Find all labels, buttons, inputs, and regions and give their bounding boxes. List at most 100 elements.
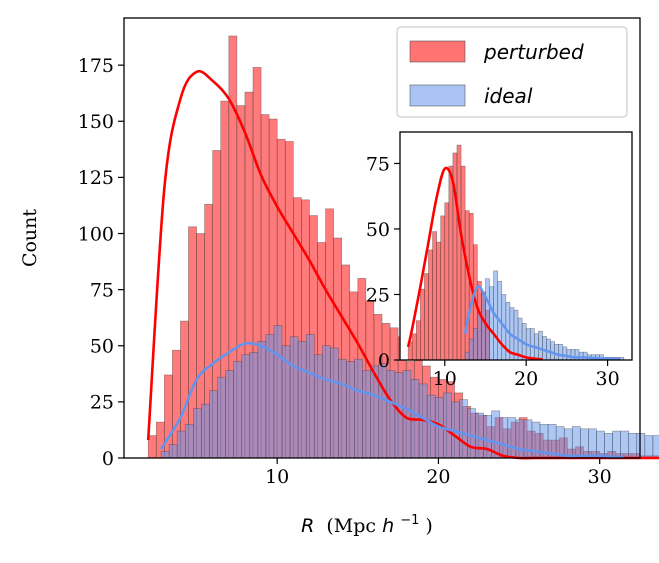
ideal-bar: [322, 345, 331, 459]
inset-y-tick-label: 50: [366, 219, 390, 241]
ideal-bar: [507, 417, 517, 459]
main-kde-ideal: [159, 341, 624, 459]
ideal-bar: [636, 433, 646, 459]
inset-perturbed-bar: [440, 215, 446, 361]
ideal-bar: [386, 370, 396, 459]
x-axis-label: R (Mpc h −1 ): [301, 507, 433, 537]
ideal-bar: [644, 435, 654, 459]
ideal-bar: [225, 370, 234, 459]
inset-ideal-bar: [562, 346, 568, 361]
main-y-tick-label: 0: [102, 448, 114, 470]
inset-axes: 10 20 30 0 25 50 75: [366, 131, 633, 390]
main-y-tick-label: 25: [90, 392, 114, 414]
main-y-tick-label: 125: [78, 167, 114, 189]
main-x-tick-label: 30: [588, 466, 612, 488]
y-axis-label: Count: [19, 209, 41, 267]
main-frame: [123, 17, 641, 459]
inset-ideal-bar: [546, 338, 551, 361]
ideal-bar: [217, 376, 226, 459]
inset-ideal-bar: [468, 338, 474, 361]
ideal-bar: [201, 403, 210, 459]
legend-label-ideal: ideal: [484, 84, 533, 108]
inset-ideal-bar: [481, 294, 486, 361]
ideal-bar: [402, 370, 412, 459]
inset-perturbed-bar: [415, 320, 421, 361]
ideal-bar: [160, 450, 170, 459]
ideal-bar: [515, 419, 525, 459]
inset-ideal-bar: [464, 351, 470, 361]
ideal-bar: [588, 428, 597, 459]
legend-swatch-perturbed: [409, 40, 466, 63]
main-y-tick-label: 75: [90, 279, 114, 301]
ideal-bar: [612, 430, 621, 459]
ideal-bar: [442, 392, 452, 459]
x-axis-label-exponent: −1: [400, 513, 419, 528]
inset-perturbed-bar: [411, 333, 417, 361]
x-axis-label-close: ): [425, 515, 432, 537]
legend: perturbed ideal: [396, 26, 628, 118]
ideal-bar: [193, 408, 202, 459]
inset-x-ticks: 10 20 30: [433, 360, 620, 390]
inset-ideal-bar: [566, 349, 572, 361]
inset-ideal-bar: [558, 343, 564, 361]
main-y-tick-label: 150: [78, 111, 114, 133]
ideal-bar: [378, 363, 388, 459]
ideal-bar: [354, 358, 363, 459]
x-axis-label-unit: (Mpc: [326, 515, 382, 537]
ideal-bar: [580, 428, 589, 459]
ideal-bar: [499, 417, 509, 459]
ideal-bar: [184, 424, 194, 459]
ideal-bar: [233, 361, 243, 459]
inset-ideal-bar: [542, 336, 547, 361]
inset-ideal-bar: [485, 278, 490, 361]
inset-y-ticks: 0 25 50 75: [366, 153, 400, 372]
inset-perturbed-bar: [448, 165, 454, 361]
inset-ideal-bar: [472, 328, 478, 361]
inset-perturbed-bar: [420, 288, 425, 361]
x-axis-label-h: h: [382, 515, 394, 537]
ideal-bar: [475, 412, 484, 459]
inset-perturbed-bar: [428, 249, 433, 361]
inset-ideal-bar: [477, 312, 482, 361]
inset-perturbed-bar: [436, 241, 442, 361]
main-y-tick-label: 50: [90, 336, 114, 358]
ideal-bar: [604, 433, 613, 459]
main-x-tick-label: 20: [426, 466, 450, 488]
ideal-bar: [297, 340, 307, 459]
ideal-bar: [209, 390, 218, 459]
inset-y-tick-label: 0: [378, 350, 390, 372]
inset-kde-ideal: [463, 284, 620, 361]
ideal-bar: [313, 354, 323, 459]
main-y-ticks: 0 25 50 75 100 125 150 175: [78, 55, 124, 470]
inset-perturbed-bar: [444, 202, 450, 361]
ideal-bar: [426, 394, 436, 459]
main-hist-ideal: [160, 325, 659, 459]
ideal-bar: [346, 361, 355, 459]
ideal-bar: [273, 325, 283, 459]
ideal-bar: [523, 419, 533, 459]
inset-x-tick-label: 30: [595, 368, 619, 390]
ideal-bar: [249, 352, 259, 459]
main-x-tick-label: 10: [265, 466, 289, 488]
inset-ideal-bar: [529, 328, 535, 361]
inset-x-tick-label: 20: [514, 368, 538, 390]
inset-y-tick-label: 75: [366, 153, 390, 175]
ideal-bar: [620, 430, 630, 459]
ideal-bar: [563, 428, 573, 459]
inset-ideal-bar: [554, 343, 560, 361]
inset-perturbed-bar: [456, 144, 462, 361]
ideal-bar: [362, 370, 372, 459]
ideal-bar: [289, 336, 299, 459]
inset-frame: [399, 131, 633, 361]
legend-label-perturbed: perturbed: [483, 40, 584, 64]
ideal-bar: [330, 347, 339, 459]
main-x-ticks: 10 20 30: [265, 458, 612, 488]
inset-y-tick-label: 25: [366, 284, 390, 306]
inset-perturbed-bar: [464, 210, 470, 361]
ideal-bar: [176, 430, 186, 459]
inset-perturbed-bar: [432, 231, 437, 361]
ideal-bar: [467, 408, 476, 459]
ideal-bar: [241, 354, 251, 459]
ideal-bar: [305, 334, 315, 459]
